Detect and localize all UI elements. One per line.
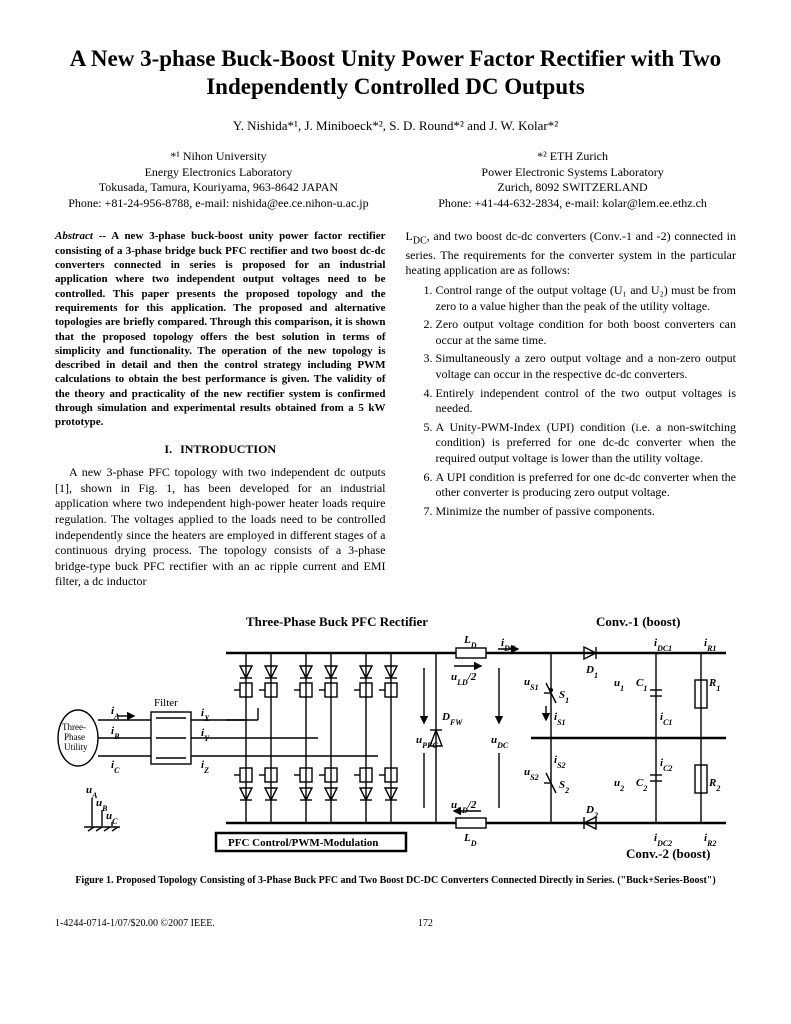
section-1-num: I. — [164, 442, 172, 456]
fig-label-uPFC: uPFC — [416, 734, 438, 750]
fig-label-iZ: iZ — [201, 759, 209, 775]
fig-label-u2: u2 — [614, 777, 624, 793]
fig-label-D2: D2 — [585, 804, 598, 820]
affil1-lab: Energy Electronics Laboratory — [55, 165, 382, 181]
fig-label-iS2: iS2 — [554, 754, 566, 770]
affil2-lab: Power Electronic Systems Laboratory — [409, 165, 736, 181]
fig-label-iA: iA — [111, 705, 120, 721]
circuit-diagram: .w{stroke:#000;stroke-width:1.4;fill:non… — [56, 608, 736, 868]
intro-paragraph-1: A new 3-phase PFC topology with two inde… — [55, 465, 386, 590]
bridge-leg-3 — [354, 653, 372, 823]
req-item: Control range of the output voltage (U₁ … — [436, 283, 737, 314]
page-title: A New 3-phase Buck-Boost Unity Power Fac… — [55, 45, 736, 100]
fig-label-C1: C1 — [636, 677, 647, 693]
fig-label-pfc-box: PFC Control/PWM-Modulation — [228, 837, 378, 849]
fig-label-C2: C2 — [636, 777, 647, 793]
fig-label-LD-bot: LD — [463, 832, 477, 848]
fig-label-source1: Three- — [62, 722, 86, 732]
section-1-title: INTRODUCTION — [180, 442, 276, 456]
abstract-text: -- A new 3-phase buck-boost unity power … — [55, 230, 386, 428]
affil2-sup: *² ETH Zurich — [409, 149, 736, 165]
abstract-label: Abstract — [55, 230, 93, 242]
fig-label-conv2: Conv.-2 (boost) — [626, 846, 711, 861]
affil2-phone: Phone: +41-44-632-2834, e-mail: kolar@le… — [409, 196, 736, 212]
fig-label-iDC: iDC — [501, 637, 516, 653]
req-item: Entirely independent control of the two … — [436, 386, 737, 417]
bridge-leg-3b — [379, 653, 397, 823]
fig-label-iC: iC — [111, 759, 120, 775]
bridge-leg-2b — [319, 653, 337, 823]
fig-label-filter: Filter — [154, 697, 178, 709]
fig-label-LD-top: LD — [463, 634, 477, 650]
section-1-head: I. INTRODUCTION — [55, 442, 386, 458]
affiliation-2: *² ETH Zurich Power Electronic Systems L… — [409, 149, 736, 211]
requirements-list: Control range of the output voltage (U₁ … — [406, 283, 737, 519]
footer-page-number: 172 — [418, 917, 433, 930]
fig-label-iS1: iS1 — [554, 711, 566, 727]
abstract: Abstract -- A new 3-phase buck-boost uni… — [55, 229, 386, 429]
req-item: A Unity-PWM-Index (UPI) condition (i.e. … — [436, 420, 737, 467]
req-item: Simultaneously a zero output voltage and… — [436, 351, 737, 382]
fig-label-iDC1: iDC1 — [654, 637, 672, 653]
fig-label-iDC2: iDC2 — [654, 832, 672, 848]
fig-label-conv1: Conv.-1 (boost) — [596, 614, 681, 629]
fig-label-S2: S2 — [559, 779, 569, 795]
author-line: Y. Nishida*¹, J. Miniboeck*², S. D. Roun… — [55, 118, 736, 135]
fig-label-source3: Utility — [64, 742, 88, 752]
fig-label-iC2: iC2 — [660, 757, 672, 773]
right-column: LDC, and two boost dc-dc converters (Con… — [406, 229, 737, 594]
fig-label-R1: R1 — [708, 677, 720, 693]
fig-label-u1: u1 — [614, 677, 624, 693]
figure-1-caption: Figure 1. Proposed Topology Consisting o… — [55, 874, 736, 887]
affiliations: *¹ Nihon University Energy Electronics L… — [55, 149, 736, 211]
affil2-addr: Zurich, 8092 SWITZERLAND — [409, 180, 736, 196]
fig-label-DFW: DFW — [441, 711, 463, 727]
right-col-text: , and two boost dc-dc converters (Conv.-… — [406, 229, 737, 277]
fig-label-iR1: iR1 — [704, 637, 716, 653]
affil1-sup: *¹ Nihon University — [55, 149, 382, 165]
req-item: Zero output voltage condition for both b… — [436, 317, 737, 348]
figure-1: .w{stroke:#000;stroke-width:1.4;fill:non… — [55, 608, 736, 887]
affil1-addr: Tokusada, Tamura, Kouriyama, 963-8642 JA… — [55, 180, 382, 196]
fig-label-iY: iY — [201, 727, 210, 743]
footer-copyright: 1-4244-0714-1/07/$20.00 ©2007 IEEE. — [55, 917, 215, 930]
fig-label-uLD2-bot: uLD/2 — [451, 799, 477, 815]
fig-label-source2: Phase — [64, 732, 85, 742]
ldc-l: L — [406, 229, 413, 243]
fig-label-uDC: uDC — [491, 734, 509, 750]
req-item: Minimize the number of passive component… — [436, 504, 737, 520]
req-item: A UPI condition is preferred for one dc-… — [436, 470, 737, 501]
fig-label-iC1: iC1 — [660, 711, 672, 727]
ldc-sub: DC — [413, 236, 427, 247]
page-footer: 1-4244-0714-1/07/$20.00 ©2007 IEEE. 172 — [55, 917, 736, 930]
body-columns: Abstract -- A new 3-phase buck-boost uni… — [55, 229, 736, 594]
fig-label-uLD2-top: uLD/2 — [451, 671, 477, 687]
left-column: Abstract -- A new 3-phase buck-boost uni… — [55, 229, 386, 594]
fig-label-D1: D1 — [585, 664, 598, 680]
fig-label-rectifier: Three-Phase Buck PFC Rectifier — [246, 614, 428, 629]
right-col-para: LDC, and two boost dc-dc converters (Con… — [406, 229, 737, 279]
affiliation-1: *¹ Nihon University Energy Electronics L… — [55, 149, 382, 211]
fig-label-S1: S1 — [559, 689, 569, 705]
affil1-phone: Phone: +81-24-956-8788, e-mail: nishida@… — [55, 196, 382, 212]
fig-label-R2: R2 — [708, 777, 720, 793]
